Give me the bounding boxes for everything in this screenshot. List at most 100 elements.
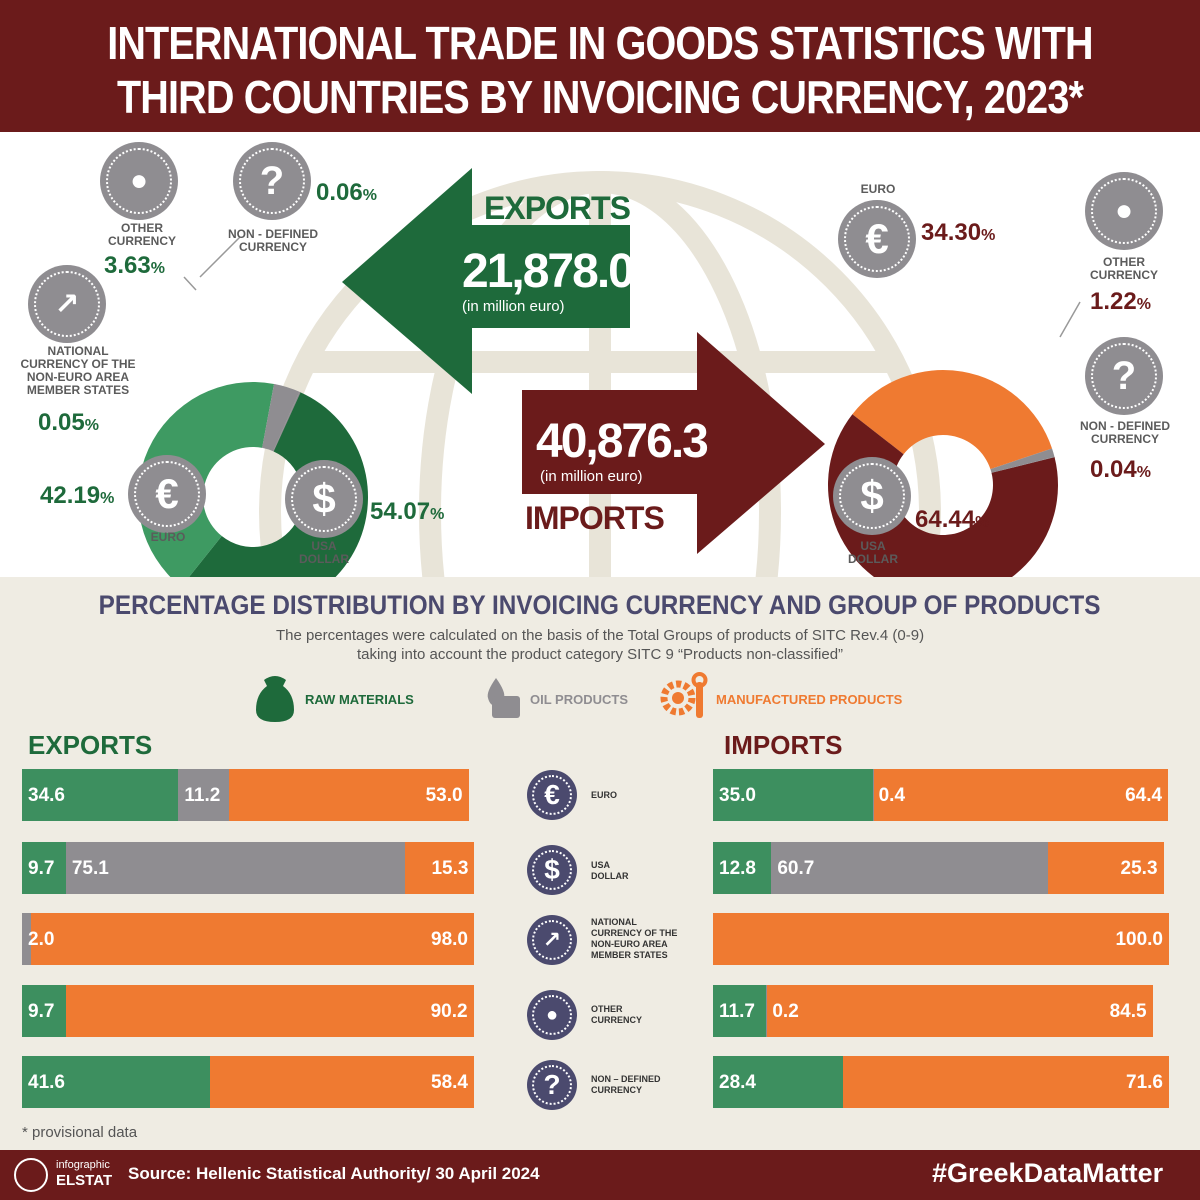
exports-label: EXPORTS	[484, 190, 631, 226]
external-link-icon: ↗	[28, 265, 106, 343]
imp-other-label: OTHER CURRENCY	[1089, 255, 1158, 282]
imports-label: IMPORTS	[525, 500, 665, 536]
bar-segment-oil	[872, 769, 875, 821]
bar-value-label: 84.5	[1109, 1001, 1147, 1022]
imp-usd-label: USA DOLLAR	[848, 539, 898, 566]
bar-segment-raw	[713, 769, 873, 821]
imports-arrow	[522, 332, 825, 554]
exp-national-pct: 0.05%	[38, 409, 99, 436]
bar-segment-oil	[771, 842, 1049, 894]
exports-unit: (in million euro)	[462, 298, 565, 315]
bar-segment-raw	[22, 985, 66, 1037]
bar-segment-raw	[713, 842, 772, 894]
bar-value-label: 34.6	[28, 785, 65, 806]
imp-slice-euro	[852, 370, 1053, 470]
bar-segment-manufactured	[874, 769, 1169, 821]
exp-slice-other	[262, 384, 300, 452]
bar-segment-raw	[22, 1056, 211, 1108]
imp-slice-other	[990, 448, 1055, 473]
mid-dollar-icon: $	[527, 845, 577, 895]
mid-other-currency-icon: ●	[527, 990, 577, 1040]
bar-value-label: 35.0	[719, 785, 756, 806]
dollar-icon: $	[285, 460, 363, 538]
bar-value-label: 28.4	[719, 1072, 756, 1093]
bar-row: 35.0 0.4 64.4	[713, 769, 1169, 821]
footer-bar: infographic ELSTAT Source: Hellenic Stat…	[0, 1150, 1200, 1200]
imp-euro-pct: 34.30%	[921, 219, 996, 246]
dollar-icon: $	[833, 457, 911, 535]
bar-value-label: 98.0	[431, 929, 468, 950]
bar-value-label: 58.4	[431, 1072, 468, 1093]
leader-other-exp	[183, 276, 197, 291]
bar-row: 12.8 60.7 25.3	[713, 842, 1169, 894]
bar-segment-manufactured	[210, 1056, 474, 1108]
bar-value-label: 75.1	[71, 858, 109, 879]
section-subtitle-2: taking into account the product category…	[356, 646, 844, 663]
exp-other-label: OTHER CURRENCY	[107, 221, 176, 248]
bar-row: 9.7 90.2	[22, 985, 474, 1037]
bar-segment-oil	[178, 769, 229, 821]
imp-usd-pct: 64.44%	[915, 506, 990, 533]
leader-nondef-exp	[199, 236, 241, 278]
bar-row: 11.7 0.2 84.5	[713, 985, 1169, 1037]
bar-segment-raw	[22, 842, 66, 894]
bar-segment-manufactured	[405, 842, 475, 894]
bar-value-label: 100.0	[1115, 929, 1163, 950]
section-subtitle-1: The percentages were calculated on the b…	[275, 627, 925, 644]
exp-nondef-label: NON - DEFINED CURRENCY	[228, 227, 318, 254]
mid-label-nondef: NON – DEFINED CURRENCY	[591, 1074, 661, 1095]
bar-segment-manufactured	[65, 985, 474, 1037]
bar-segment-raw	[713, 985, 767, 1037]
title-line-2: THIRD COUNTRIES BY INVOICING CURRENCY, 2…	[117, 71, 1084, 123]
legend-oil-label: OIL PRODUCTS	[530, 692, 628, 707]
bar-value-label: 11.2	[184, 785, 221, 806]
title-line-1: INTERNATIONAL TRADE IN GOODS STATISTICS …	[107, 17, 1093, 69]
bar-row: 9.7 75.1 15.3	[22, 842, 475, 894]
leader-other-imp	[1059, 301, 1081, 338]
bar-value-label: 25.3	[1120, 858, 1158, 879]
imports-unit: (in million euro)	[540, 468, 643, 485]
imp-euro-label: EURO	[860, 182, 896, 196]
imports-value: 40,876.3	[536, 415, 709, 468]
mid-euro-icon: €	[527, 770, 577, 820]
exp-euro-label: EURO	[150, 530, 186, 544]
elstat-logo-icon	[14, 1158, 48, 1192]
bars-imports-title: IMPORTS	[724, 730, 843, 760]
header-banner: INTERNATIONAL TRADE IN GOODS STATISTICS …	[0, 0, 1200, 132]
footer-hashtag: #GreekDataMatter	[932, 1158, 1164, 1188]
bar-value-label: 9.7	[28, 1001, 55, 1022]
bar-segment-oil	[766, 985, 768, 1037]
bar-value-label: 0.2	[772, 1001, 799, 1022]
bar-value-label: 9.7	[28, 858, 55, 879]
question-icon: ?	[1085, 337, 1163, 415]
mid-label-usd: USA DOLLAR	[591, 860, 629, 881]
bar-segment-manufactured	[1048, 842, 1164, 894]
mid-label-national: NATIONAL CURRENCY OF THE NON-EURO AREA M…	[591, 917, 678, 960]
bar-segment-oil	[65, 842, 406, 894]
exp-euro-pct: 42.19%	[40, 482, 115, 509]
bar-value-label: 90.2	[430, 1001, 468, 1022]
gear-wrench-icon	[660, 672, 708, 718]
imports-donut	[828, 370, 1058, 577]
other-currency-icon: ●	[100, 142, 178, 220]
bar-row: 2.0 98.0	[22, 913, 474, 965]
imp-other-pct: 1.22%	[1090, 288, 1151, 315]
exp-nondef-pct: 0.06%	[316, 179, 377, 206]
bar-segment-raw	[22, 769, 179, 821]
euro-icon: €	[128, 455, 206, 533]
bar-row: 28.4 71.6	[713, 1056, 1169, 1108]
bar-value-label: 60.7	[777, 858, 815, 879]
exports-value: 21,878.0	[462, 245, 635, 298]
imp-nondef-pct: 0.04%	[1090, 456, 1151, 483]
bar-row: 100.0	[713, 913, 1169, 965]
legend-manufactured-label: MANUFACTURED PRODUCTS	[716, 692, 903, 707]
mid-question-icon: ?	[527, 1060, 577, 1110]
bar-value-label: 0.4	[878, 785, 906, 806]
exp-slice-nondef	[273, 391, 301, 452]
bar-value-label: 15.3	[431, 858, 469, 879]
bar-segment-manufactured	[31, 913, 474, 965]
question-icon: ?	[233, 142, 311, 220]
exp-national-label: NATIONAL CURRENCY OF THE NON-EURO AREA M…	[20, 344, 136, 397]
exp-usd-pct: 54.07%	[370, 498, 445, 525]
euro-icon: €	[838, 200, 916, 278]
